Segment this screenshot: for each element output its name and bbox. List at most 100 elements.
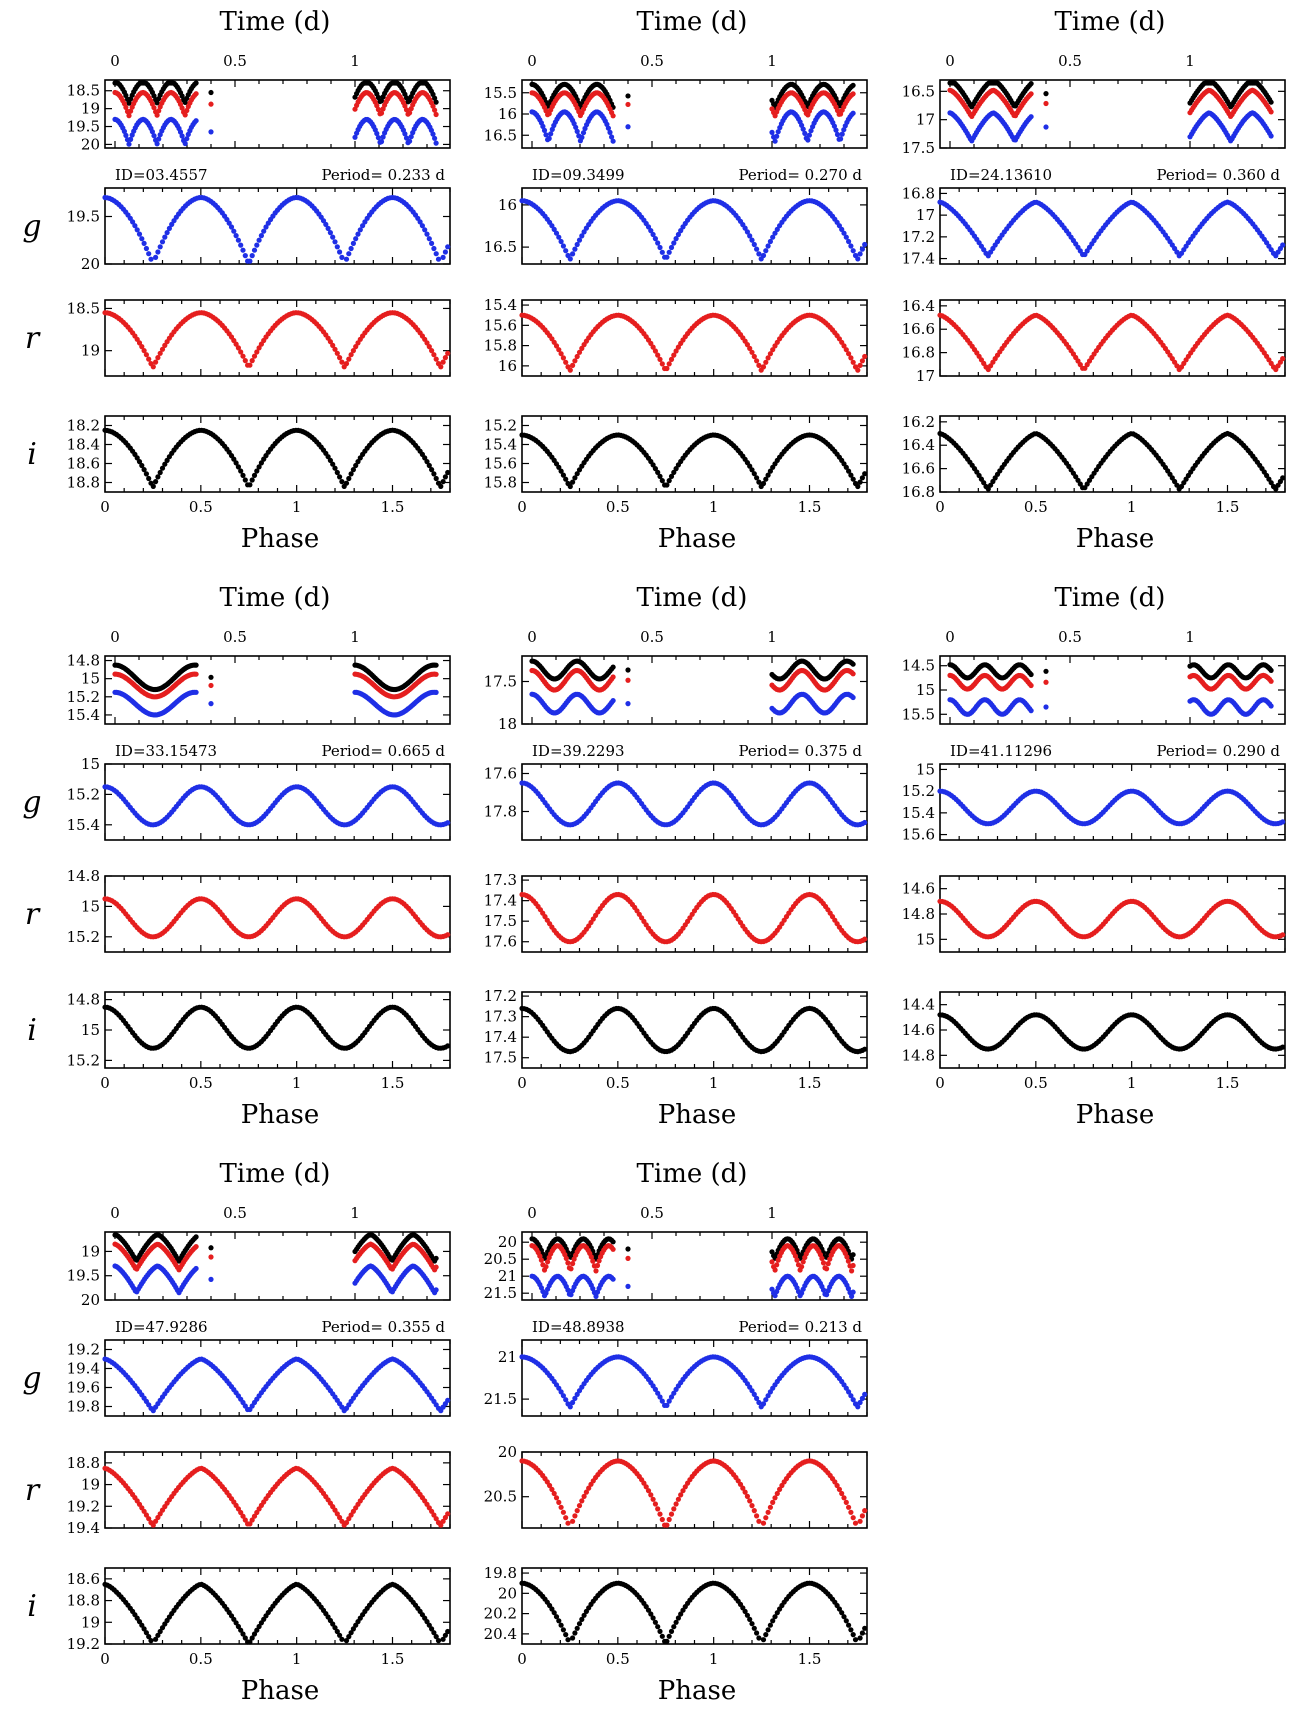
time-point-g [380,134,386,140]
phase-point-g [419,223,425,229]
time-point-r [402,103,408,109]
phase-point-g [334,244,340,250]
phase-point-g [233,233,239,239]
phase-point-r [664,365,670,372]
phase-point-i [664,482,670,488]
phase-point-r [141,348,147,354]
period-label: Period= 0.665 d [321,742,445,760]
time-point-i [208,674,214,680]
panel-g-ytick-label: 15.4 [67,816,100,834]
panel-r-ytick-label: 17.3 [484,871,517,889]
phase-point-g [563,248,569,254]
phase-point-g [254,242,260,248]
phase-tick-label: 0 [517,498,527,516]
phase-tick-label: 1.5 [798,498,822,516]
time-point-g [607,129,613,135]
phase-point-g [572,246,578,252]
phase-point-g [238,242,244,248]
phase-point-g [422,227,428,233]
phase-point-i [431,471,437,477]
phase-point-i [162,461,168,467]
phase-point-r [445,350,451,356]
phase-point-r [256,345,262,351]
phase-point-g [258,233,264,239]
panel-i-ytick-label: 18.2 [67,417,100,435]
time-point-g [193,118,199,124]
panel-r-ytick-label: 16.4 [902,297,935,315]
time-point-r [850,671,856,677]
time-tick-label: 1 [1185,628,1195,646]
time-point-r [1043,100,1049,107]
phase-point-i [159,465,166,471]
time-point-g [179,133,185,139]
time-point-g [805,137,811,143]
time-point-i [1028,81,1034,87]
band-label-g: g [22,785,41,820]
time-point-i [126,100,132,106]
phase-point-i [855,483,861,490]
phase-point-r [251,353,258,359]
phase-point-g [146,251,152,257]
time-point-g [546,135,552,142]
phase-point-i [440,479,446,485]
panel-r-ytick-label: 18.5 [67,299,100,317]
time-point-r [850,91,856,97]
panel-g-frame [521,763,868,841]
panel-i-ytick-label: 15.4 [484,436,517,454]
phase-point-g [440,254,446,260]
star-group-09-3499: Time (d) 0 0.5 1 15.5 16 16.5 ID=09.3499 Period=… [484,7,868,554]
time-tick-label: 1 [350,628,360,646]
time-point-g [184,136,190,142]
phase-point-i [862,471,868,477]
phase-point-r [339,359,345,365]
panel-i-ytick-label: 14.8 [67,991,100,1009]
phase-tick-label: 1 [709,498,719,516]
phase-point-r [760,364,767,370]
phase-point-g [169,221,175,227]
time-panel-frame [104,79,451,149]
panel-g-ytick-label: 17.2 [902,228,935,246]
phase-tick-label: 0.5 [189,1074,213,1092]
phase-tick-label: 0 [517,1074,527,1092]
time-ytick-label: 16.5 [902,82,935,100]
panel-g-ytick-label: 19.5 [67,208,100,226]
star-id-label: ID=03.4557 [115,166,208,184]
band-label-i: i [27,1013,37,1048]
phase-point-r [862,353,868,360]
phase-point-r [150,364,156,370]
phase-point-i [445,469,451,476]
time-point-g [374,130,380,137]
time-point-r [123,104,129,110]
panel-r-ytick-label: 17 [916,367,935,385]
phase-point-i [445,1043,451,1049]
phase-axis-title: Phase [658,524,736,554]
phase-point-i [155,474,161,480]
panel-r-ytick-label: 16 [498,357,517,375]
phase-point-r [429,348,435,354]
time-point-i [433,662,439,668]
time-point-r [625,101,631,108]
phase-point-g [143,245,149,252]
phase-point-r [754,358,760,364]
panel-g-ytick-label: 16.5 [484,238,517,256]
phase-point-r [254,349,260,355]
phase-point-g [567,256,573,262]
panel-r-ytick-label: 15.4 [484,296,517,314]
time-point-g [433,140,439,146]
panel-g-ytick-label: 15.2 [67,785,100,803]
time-ytick-label: 19 [81,100,100,118]
star-id-label: ID=24.13610 [950,166,1052,184]
time-tick-label: 1 [350,52,360,70]
time-point-g [430,131,436,137]
time-point-i [182,99,188,105]
time-axis-title: Time (d) [637,583,748,613]
time-ytick-label: 15.2 [67,688,100,706]
time-point-i [1043,91,1049,97]
time-ytick-label: 14.5 [902,657,935,675]
phase-point-i [249,477,255,483]
phase-point-i [231,456,237,462]
time-ytick-label: 17.5 [484,673,517,691]
star-id-label: ID=09.3499 [532,166,625,184]
time-point-i [1043,668,1049,674]
phase-point-r [343,361,350,367]
